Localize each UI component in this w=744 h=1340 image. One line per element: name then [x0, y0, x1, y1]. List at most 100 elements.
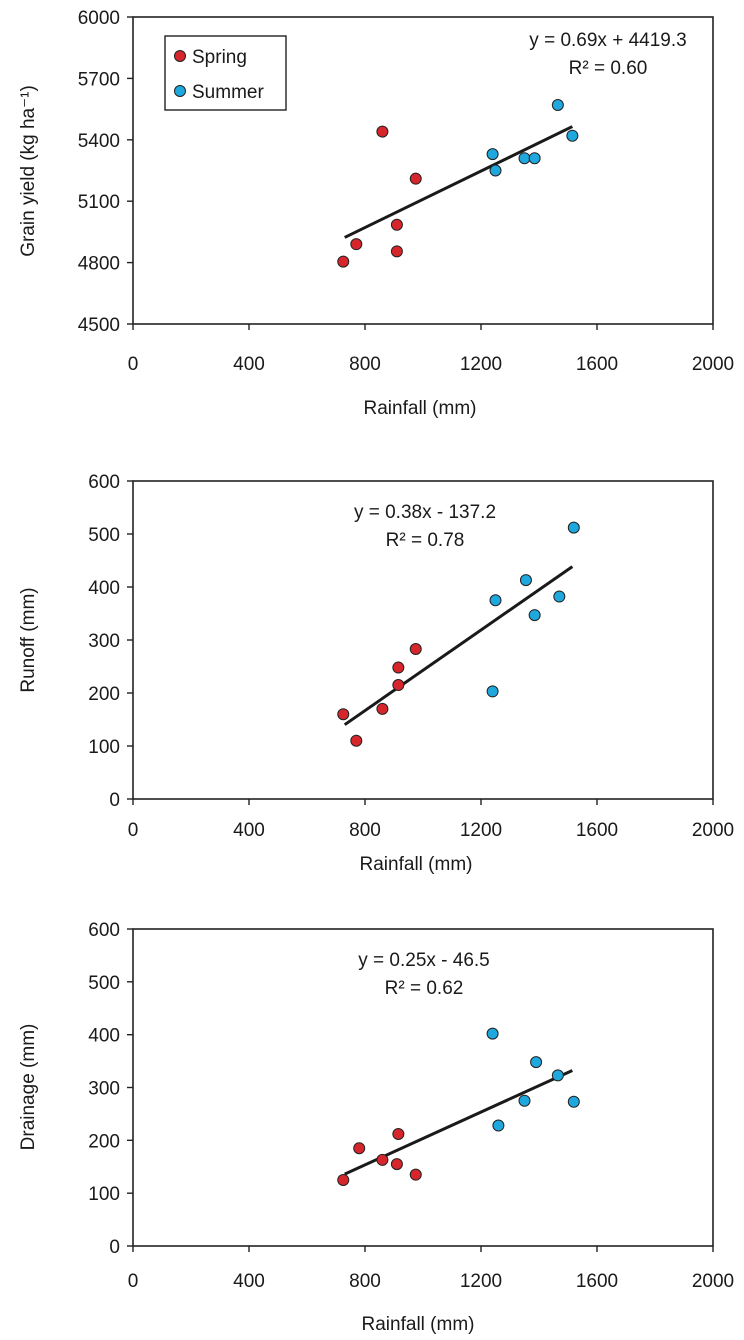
r-squared: R² = 0.78	[386, 530, 465, 551]
y-ticks	[127, 16, 133, 325]
plot-frame	[132, 928, 714, 1247]
data-point-spring	[390, 218, 403, 231]
x-tick-label: 0	[128, 1271, 139, 1292]
data-point-summer	[486, 685, 499, 698]
data-point-spring	[390, 245, 403, 258]
y-tick-label: 600	[88, 472, 120, 493]
x-tick-label: 2000	[692, 1271, 734, 1292]
x-ticks	[132, 324, 714, 330]
plot-marks	[337, 99, 579, 268]
data-point-summer	[528, 152, 541, 165]
data-point-summer	[489, 594, 502, 607]
x-tick-labels: 0 400 800 1200 1600 2000	[128, 354, 734, 375]
data-point-spring	[337, 1173, 350, 1186]
data-point-spring	[350, 238, 363, 251]
y-tick-labels: 0 100 200 300 400 500 600	[88, 920, 120, 1258]
y-tick-labels: 0 100 200 300 400 500 600	[88, 472, 120, 811]
data-point-spring	[376, 702, 389, 715]
y-axis-label: Grain yield (kg ha⁻¹)	[18, 85, 39, 257]
y-tick-label: 300	[88, 631, 120, 652]
data-point-summer	[519, 574, 532, 587]
x-tick-label: 400	[233, 354, 265, 375]
regression-equation: y = 0.69x + 4419.3	[529, 30, 686, 51]
data-point-summer	[489, 164, 502, 177]
y-tick-label: 500	[88, 525, 120, 546]
data-point-spring	[376, 125, 389, 138]
plot-marks	[337, 1027, 580, 1186]
x-tick-label: 1200	[460, 820, 502, 841]
x-tick-label: 400	[233, 820, 265, 841]
x-ticks	[132, 799, 714, 805]
y-axis-label: Runoff (mm)	[18, 587, 39, 692]
x-tick-label: 1600	[576, 1271, 618, 1292]
y-tick-label: 5100	[78, 192, 120, 213]
plot-marks	[337, 521, 580, 747]
trend-line	[343, 565, 574, 726]
data-point-spring	[409, 1168, 422, 1181]
data-point-summer	[567, 521, 580, 534]
data-point-spring	[392, 661, 405, 674]
data-point-summer	[486, 1027, 499, 1040]
data-point-summer	[528, 609, 541, 622]
legend-label-spring: Spring	[192, 47, 247, 68]
data-point-spring	[392, 679, 405, 692]
data-point-spring	[409, 172, 422, 185]
panel-drainage: 0 100 200 300 400 500 600 0 400 800 1200…	[18, 920, 734, 1335]
data-point-spring	[353, 1142, 366, 1155]
x-tick-label: 0	[128, 820, 139, 841]
data-point-spring	[392, 1127, 405, 1140]
data-point-summer	[492, 1119, 505, 1132]
y-axis-label: Drainage (mm)	[18, 1024, 39, 1151]
data-point-spring	[390, 1158, 403, 1171]
data-point-summer	[486, 148, 499, 161]
y-tick-label: 0	[109, 1237, 120, 1258]
x-tick-label: 400	[233, 1271, 265, 1292]
data-point-spring	[350, 734, 363, 747]
x-tick-labels: 0 400 800 1200 1600 2000	[128, 1271, 734, 1292]
plot-frame	[132, 480, 714, 800]
x-axis-label: Rainfall (mm)	[362, 1314, 475, 1335]
r-squared: R² = 0.62	[385, 978, 464, 999]
y-tick-label: 6000	[78, 8, 120, 29]
x-axis-label: Rainfall (mm)	[360, 854, 473, 875]
x-tick-label: 800	[349, 1271, 381, 1292]
x-tick-label: 0	[128, 354, 139, 375]
legend-marker-spring	[174, 50, 186, 62]
y-tick-label: 400	[88, 578, 120, 599]
plot-frame	[132, 16, 714, 325]
y-tick-label: 200	[88, 1131, 120, 1152]
data-point-summer	[551, 99, 564, 112]
x-tick-label: 2000	[692, 820, 734, 841]
y-tick-label: 300	[88, 1079, 120, 1100]
y-ticks	[127, 928, 133, 1247]
data-point-spring	[337, 708, 350, 721]
x-tick-label: 1200	[460, 354, 502, 375]
legend-label-summer: Summer	[192, 82, 264, 103]
x-tick-label: 800	[349, 354, 381, 375]
data-point-summer	[551, 1069, 564, 1082]
data-point-spring	[337, 255, 350, 268]
data-point-summer	[567, 1095, 580, 1108]
y-tick-label: 5700	[78, 69, 120, 90]
data-point-summer	[518, 1094, 531, 1107]
regression-equation: y = 0.25x - 46.5	[358, 950, 490, 971]
trend-line	[344, 125, 574, 239]
y-tick-label: 0	[109, 790, 120, 811]
data-point-summer	[553, 590, 566, 603]
data-point-summer	[518, 152, 531, 165]
data-point-spring	[376, 1153, 389, 1166]
x-tick-label: 1200	[460, 1271, 502, 1292]
y-tick-labels: 4500 4800 5100 5400 5700 6000	[78, 8, 120, 336]
data-point-summer	[530, 1056, 543, 1069]
x-axis-label: Rainfall (mm)	[364, 398, 477, 419]
x-ticks	[132, 1246, 714, 1252]
panel-grain-yield: 4500 4800 5100 5400 5700 6000 0 400 800 …	[18, 8, 734, 419]
x-tick-labels: 0 400 800 1200 1600 2000	[128, 820, 734, 841]
legend-marker-summer	[174, 85, 186, 97]
panel-runoff: 0 100 200 300 400 500 600 0 400 800 1200…	[18, 472, 734, 875]
y-tick-label: 400	[88, 1026, 120, 1047]
legend: Spring Summer	[164, 35, 287, 111]
y-tick-label: 5400	[78, 131, 120, 152]
legend-box	[164, 35, 287, 111]
